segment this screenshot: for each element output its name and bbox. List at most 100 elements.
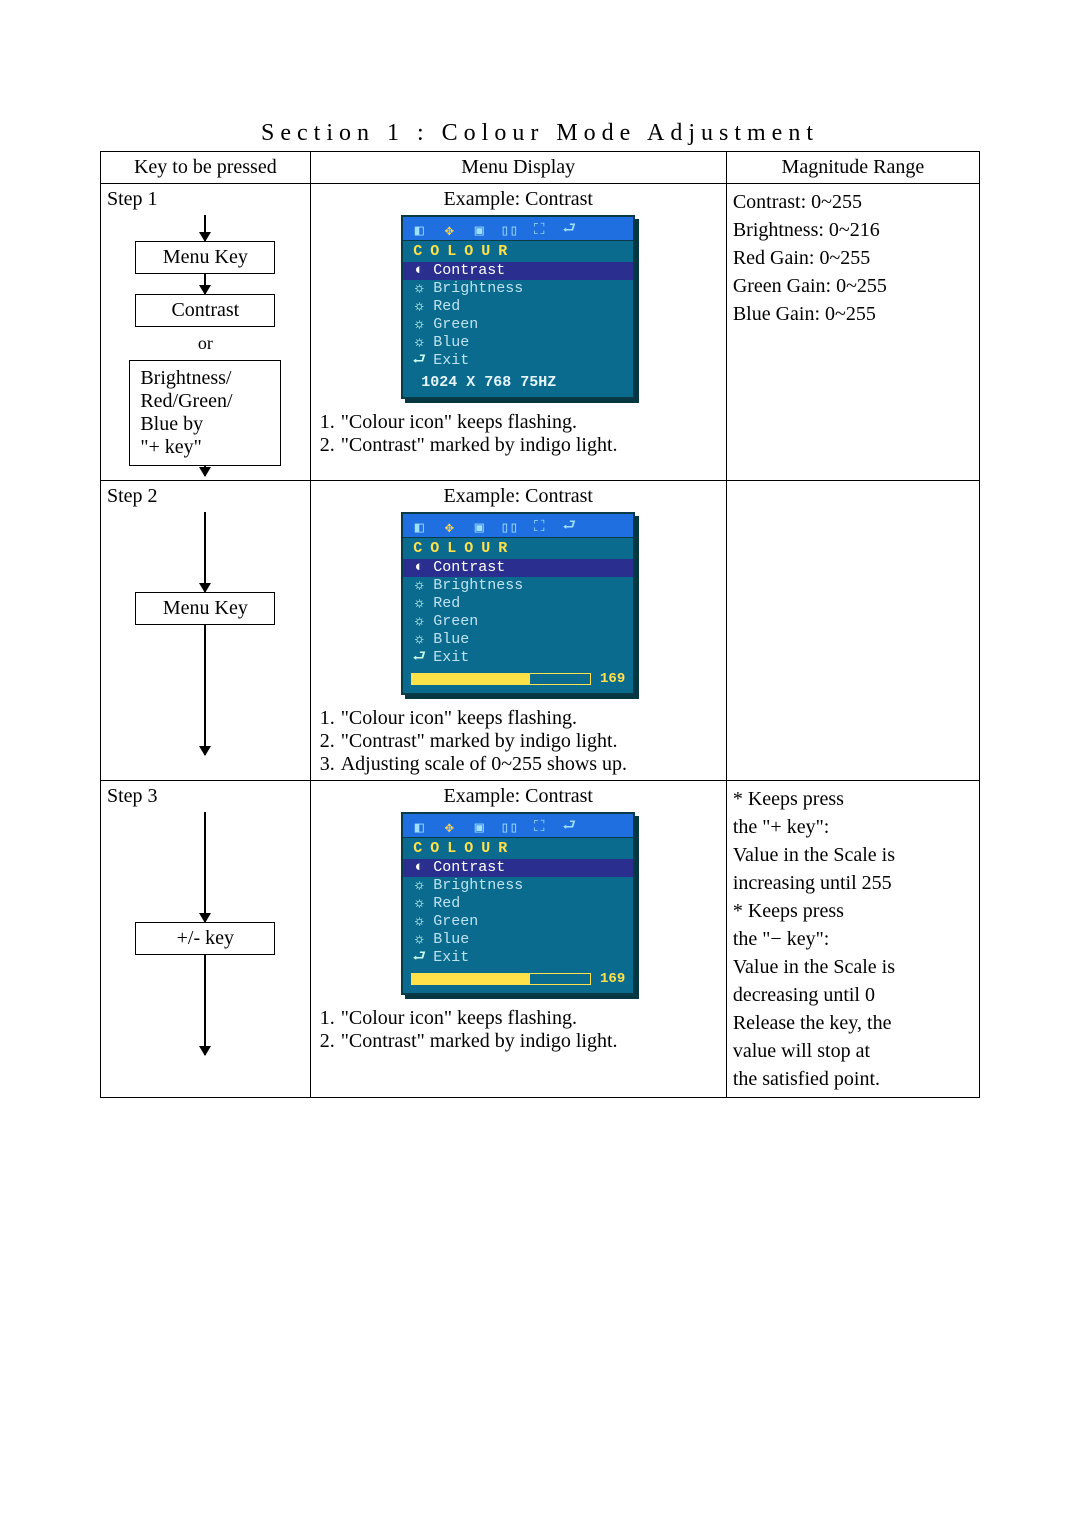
osd-item-brightness: ☼Brightness	[403, 877, 633, 895]
osd-title: COLOUR	[403, 241, 633, 262]
osd-scale: 169	[403, 967, 633, 987]
step3-key-cell: Step 3 +/- key	[101, 781, 311, 1098]
step1-notes: 1."Colour icon" keeps flashing. 2."Contr…	[317, 411, 720, 457]
misc-icon: ⛶	[527, 517, 551, 537]
instruction-table: Key to be pressed Menu Display Magnitude…	[100, 151, 980, 1098]
osd-item-exit: ⮐Exit	[403, 949, 633, 967]
osd-item-blue: ☼Blue	[403, 631, 633, 649]
step1-mag-cell: Contrast: 0~255 Brightness: 0~216 Red Ga…	[726, 184, 979, 481]
osd-item-brightness: ☼Brightness	[403, 280, 633, 298]
contrast-box: Contrast	[135, 294, 275, 327]
colour-icon: ◧	[407, 220, 431, 240]
sun-icon: ☼	[411, 913, 427, 931]
header-key: Key to be pressed	[101, 152, 311, 184]
misc-icon: ⛶	[527, 817, 551, 837]
menu-key-box: Menu Key	[135, 592, 275, 625]
sun-icon: ☼	[411, 316, 427, 334]
osd-item-red: ☼Red	[403, 595, 633, 613]
step2-menu-cell: Example: Contrast ◧ ✥ ▣ ▯▯ ⛶ ⮐ COLOUR ◐C…	[310, 481, 726, 781]
step2-label: Step 2	[107, 485, 304, 508]
osd-title: COLOUR	[403, 838, 633, 859]
step2-mag-cell	[726, 481, 979, 781]
osd-item-red: ☼Red	[403, 895, 633, 913]
mag-green: Green Gain: 0~255	[733, 272, 973, 300]
osd-header: ◧ ✥ ▣ ▯▯ ⛶ ⮐	[403, 514, 633, 538]
osd-item-contrast: ◐Contrast	[403, 262, 633, 280]
osd-panel: ◧ ✥ ▣ ▯▯ ⛶ ⮐ COLOUR ◐Contrast ☼Brightnes…	[401, 512, 635, 695]
step3-notes: 1."Colour icon" keeps flashing. 2."Contr…	[317, 1007, 720, 1053]
menu-key-box: Menu Key	[135, 241, 275, 274]
function-icon: ▣	[467, 517, 491, 537]
exit-icon: ⮐	[557, 817, 581, 837]
exit-icon: ⮐	[411, 352, 427, 370]
step3-mag-cell: * Keeps press the "+ key": Value in the …	[726, 781, 979, 1098]
osd-item-red: ☼Red	[403, 298, 633, 316]
sun-icon: ☼	[411, 613, 427, 631]
colour-icon: ◧	[407, 817, 431, 837]
arrow-down-icon	[204, 625, 206, 755]
move-icon: ✥	[437, 517, 461, 537]
exit-icon: ⮐	[557, 220, 581, 240]
osd-item-blue: ☼Blue	[403, 931, 633, 949]
step1-key-cell: Step 1 Menu Key Contrast or Brightness/ …	[101, 184, 311, 481]
move-icon: ✥	[437, 220, 461, 240]
colour-icon: ◧	[407, 517, 431, 537]
step3-label: Step 3	[107, 785, 304, 808]
exit-icon: ⮐	[557, 517, 581, 537]
step3-menu-cell: Example: Contrast ◧ ✥ ▣ ▯▯ ⛶ ⮐ COLOUR ◐C…	[310, 781, 726, 1098]
sun-icon: ☼	[411, 895, 427, 913]
osd-header: ◧ ✥ ▣ ▯▯ ⛶ ⮐	[403, 217, 633, 241]
contrast-icon: ◐	[411, 262, 427, 280]
plus-minus-key-box: +/- key	[135, 922, 275, 955]
example-label: Example: Contrast	[317, 785, 720, 808]
contrast-icon: ◐	[411, 859, 427, 877]
or-text: or	[198, 333, 213, 354]
sun-icon: ☼	[411, 931, 427, 949]
exit-icon: ⮐	[411, 649, 427, 667]
step1-label: Step 1	[107, 188, 304, 211]
function-icon: ▣	[467, 817, 491, 837]
step3-mag-text: * Keeps press the "+ key": Value in the …	[733, 785, 973, 1093]
exit-icon: ⮐	[411, 949, 427, 967]
step1-menu-cell: Example: Contrast ◧ ✥ ▣ ▯▯ ⛶ ⮐ COLOUR ◐C…	[310, 184, 726, 481]
sun-icon: ☼	[411, 298, 427, 316]
example-label: Example: Contrast	[317, 485, 720, 508]
osd-icon: ▯▯	[497, 517, 521, 537]
example-label: Example: Contrast	[317, 188, 720, 211]
osd-item-exit: ⮐Exit	[403, 352, 633, 370]
osd-item-green: ☼Green	[403, 316, 633, 334]
step2-notes: 1."Colour icon" keeps flashing. 2."Contr…	[317, 707, 720, 776]
arrow-down-icon	[204, 812, 206, 922]
header-menu: Menu Display	[310, 152, 726, 184]
sun-icon: ☼	[411, 280, 427, 298]
arrow-down-icon	[204, 466, 206, 476]
osd-item-contrast: ◐Contrast	[403, 859, 633, 877]
mag-contrast: Contrast: 0~255	[733, 188, 973, 216]
contrast-icon: ◐	[411, 559, 427, 577]
sun-icon: ☼	[411, 631, 427, 649]
move-icon: ✥	[437, 817, 461, 837]
osd-panel: ◧ ✥ ▣ ▯▯ ⛶ ⮐ COLOUR ◐Contrast ☼Brightnes…	[401, 215, 635, 399]
brightness-box: Brightness/ Red/Green/ Blue by "+ key"	[129, 360, 281, 466]
osd-item-brightness: ☼Brightness	[403, 577, 633, 595]
osd-icon: ▯▯	[497, 817, 521, 837]
osd-panel: ◧ ✥ ▣ ▯▯ ⛶ ⮐ COLOUR ◐Contrast ☼Brightnes…	[401, 812, 635, 995]
osd-icon: ▯▯	[497, 220, 521, 240]
step2-key-cell: Step 2 Menu Key	[101, 481, 311, 781]
arrow-down-icon	[204, 955, 206, 1055]
header-mag: Magnitude Range	[726, 152, 979, 184]
osd-resolution: 1024 X 768 75HZ	[403, 370, 633, 391]
sun-icon: ☼	[411, 577, 427, 595]
osd-title: COLOUR	[403, 538, 633, 559]
osd-item-green: ☼Green	[403, 613, 633, 631]
sun-icon: ☼	[411, 595, 427, 613]
mag-blue: Blue Gain: 0~255	[733, 300, 973, 328]
arrow-down-icon	[204, 215, 206, 241]
osd-item-green: ☼Green	[403, 913, 633, 931]
osd-scale: 169	[403, 667, 633, 687]
arrow-down-icon	[204, 274, 206, 294]
section-title: Section 1 : Colour Mode Adjustment	[100, 120, 980, 147]
mag-red: Red Gain: 0~255	[733, 244, 973, 272]
misc-icon: ⛶	[527, 220, 551, 240]
arrow-down-icon	[204, 512, 206, 592]
